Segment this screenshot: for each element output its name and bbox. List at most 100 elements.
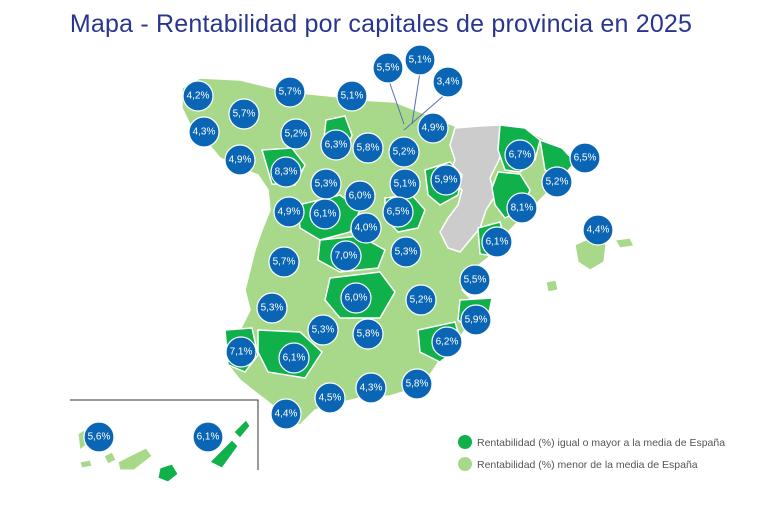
province-badge: 5,8%: [352, 318, 384, 350]
province-badge: 5,2%: [280, 118, 312, 150]
badge-value: 8,3%: [275, 167, 298, 178]
badge-circle: [270, 398, 302, 430]
badge-circle: [273, 196, 305, 228]
badge-circle: [270, 156, 302, 188]
badge-value: 5,5%: [377, 63, 400, 74]
badge-circle: [582, 214, 614, 246]
leader-line-bizkaia: [387, 77, 405, 125]
badge-value: 5,8%: [357, 143, 380, 154]
badge-circle: [224, 144, 256, 176]
badge-value: 5,3%: [395, 247, 418, 258]
badge-circle: [225, 336, 257, 368]
island-el-hierro: [79, 459, 93, 469]
badge-circle: [506, 192, 538, 224]
badge-circle: [274, 76, 306, 108]
province-badge: 6,1%: [481, 226, 513, 258]
island-gran-canaria: [157, 463, 179, 483]
badge-value: 5,3%: [312, 325, 335, 336]
canary-islands: [77, 419, 251, 483]
legend-label-below: Rentabilidad (%) menor de la media de Es…: [477, 459, 698, 471]
badge-circle: [481, 226, 513, 258]
badge-circle: [307, 314, 339, 346]
badge-value: 6,5%: [574, 153, 597, 164]
badge-value: 4,9%: [229, 155, 252, 166]
badge-circle: [309, 198, 341, 230]
badge-circle: [541, 166, 573, 198]
badge-value: 4,4%: [275, 409, 298, 420]
leader-line-alava: [403, 91, 449, 131]
island-fuerteventura: [209, 439, 239, 469]
badge-leader-lines: [387, 71, 449, 131]
province-badge: 6,1%: [278, 342, 310, 374]
province-badge: 6,5%: [382, 196, 414, 228]
province-badge: 4,3%: [188, 116, 220, 148]
badge-circle: [405, 284, 437, 316]
province-badge: 5,5%: [372, 52, 404, 84]
badge-value: 8,1%: [511, 203, 534, 214]
badge-circle: [388, 136, 420, 168]
province-badge: 7,0%: [330, 240, 362, 272]
badge-value: 5,5%: [464, 275, 487, 286]
badge-circle: [320, 129, 352, 161]
province-badge: 5,1%: [404, 44, 436, 76]
badge-value: 5,7%: [233, 109, 256, 120]
badge-circle: [192, 421, 224, 453]
badge-value: 5,7%: [273, 257, 296, 268]
badge-value: 4,3%: [360, 383, 383, 394]
badge-circle: [330, 240, 362, 272]
province-badge: 5,9%: [430, 164, 462, 196]
badge-circle: [350, 212, 382, 244]
legend-label-above: Rentabilidad (%) igual o mayor a la medi…: [477, 437, 725, 449]
badge-circle: [569, 142, 601, 174]
province-badge: 6,0%: [340, 282, 372, 314]
canary-inset-frame: [70, 399, 259, 470]
province-badge: 6,1%: [192, 421, 224, 453]
badge-value: 5,2%: [393, 147, 416, 158]
province-badge: 8,3%: [270, 156, 302, 188]
province-badge: 6,7%: [504, 139, 536, 171]
badge-value: 5,8%: [406, 379, 429, 390]
province-badge: 5,3%: [307, 314, 339, 346]
badge-circle: [431, 326, 463, 358]
province-badge: 4,5%: [314, 382, 346, 414]
badge-value: 4,3%: [193, 127, 216, 138]
province-badge: 8,1%: [506, 192, 538, 224]
province-badge: 6,1%: [309, 198, 341, 230]
badge-value: 5,9%: [435, 175, 458, 186]
badge-circle: [504, 139, 536, 171]
badge-circle: [459, 264, 491, 296]
province-badge: 5,8%: [401, 368, 433, 400]
map-title: Mapa - Rentabilidad por capitales de pro…: [69, 10, 693, 38]
province-badge: 5,2%: [541, 166, 573, 198]
badge-value: 4,4%: [587, 225, 610, 236]
badge-value: 5,1%: [409, 55, 432, 66]
badge-value: 5,1%: [394, 179, 417, 190]
province-badge: 5,7%: [228, 98, 260, 130]
province-badge: 6,3%: [320, 129, 352, 161]
badge-circle: [355, 372, 387, 404]
badge-value: 5,8%: [357, 329, 380, 340]
badge-circle: [382, 196, 414, 228]
province-badge: 5,9%: [460, 304, 492, 336]
badge-circle: [280, 118, 312, 150]
province-badge: 5,6%: [83, 421, 115, 453]
province-badge: 7,1%: [225, 336, 257, 368]
province-badge: 4,0%: [350, 212, 382, 244]
badge-circle: [430, 164, 462, 196]
badge-value: 3,4%: [437, 77, 460, 88]
province-badge: 5,3%: [390, 236, 422, 268]
province-badge: 4,3%: [355, 372, 387, 404]
province-badge: 5,8%: [352, 132, 384, 164]
badge-circle: [372, 52, 404, 84]
badge-circle: [268, 246, 300, 278]
badge-value: 5,2%: [285, 129, 308, 140]
badge-value: 7,1%: [230, 347, 253, 358]
badge-circle: [352, 318, 384, 350]
badge-circle: [256, 292, 288, 324]
badge-value: 6,3%: [325, 140, 348, 151]
badge-value: 7,0%: [335, 251, 358, 262]
province-badge: 5,5%: [459, 264, 491, 296]
badge-circle: [336, 80, 368, 112]
island-tenerife: [117, 447, 153, 471]
